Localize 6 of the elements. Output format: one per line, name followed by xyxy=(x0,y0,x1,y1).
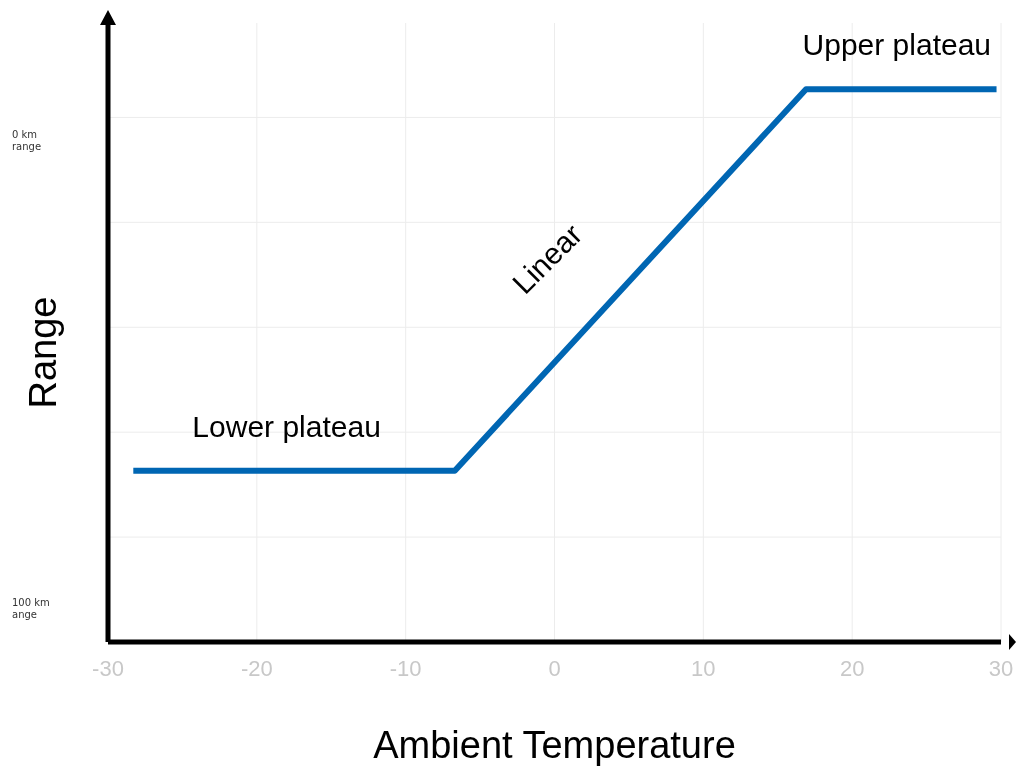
annotation: Upper plateau xyxy=(802,28,992,62)
text: 0 km range xyxy=(12,129,42,152)
y-axis-title: Range xyxy=(22,296,64,409)
text: 100 km ange xyxy=(12,597,50,620)
x-axis-title: Ambient Temperature xyxy=(373,724,736,766)
annotation: Lower plateau xyxy=(192,409,381,443)
